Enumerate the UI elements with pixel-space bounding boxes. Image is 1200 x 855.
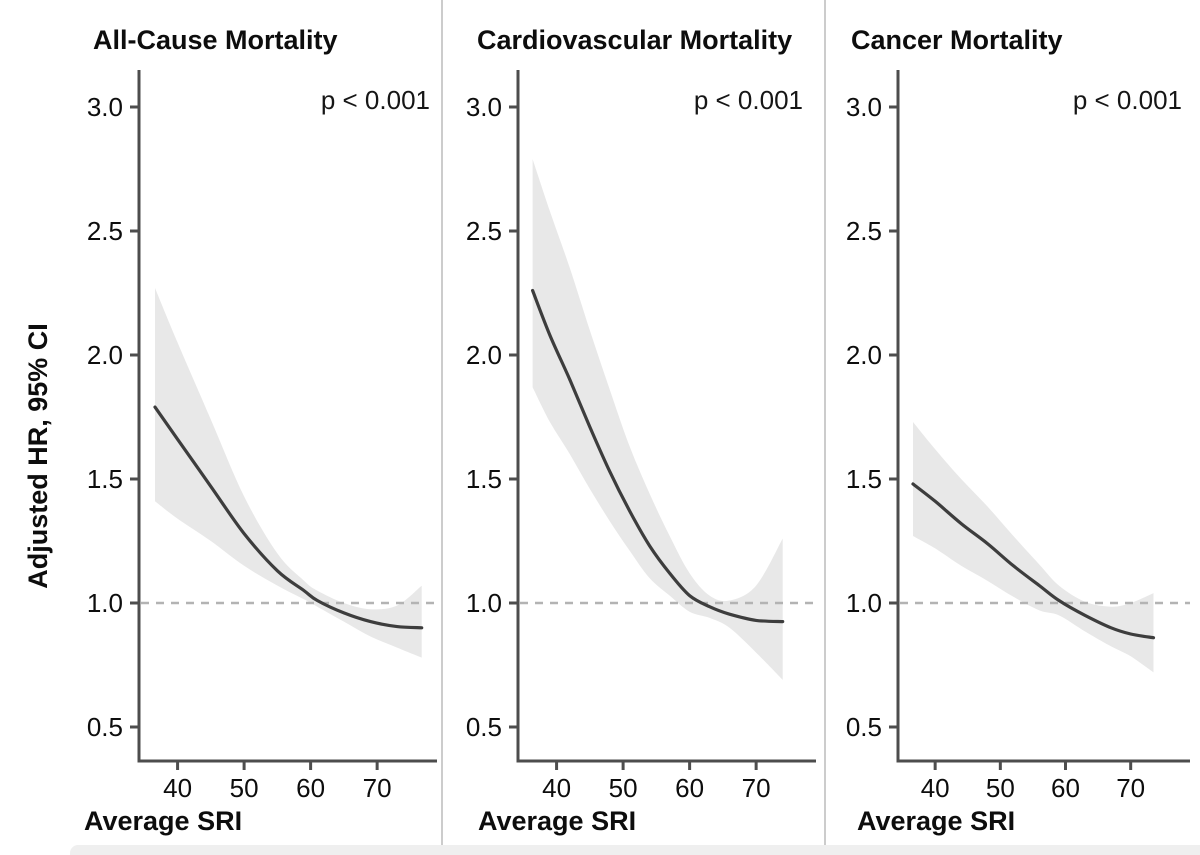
y-tick-label: 2.5 (846, 216, 882, 246)
ci-band (155, 288, 422, 658)
p-value-label: p < 0.001 (320, 85, 430, 115)
y-tick-label: 0.5 (466, 712, 502, 742)
x-axis-label: Average SRI (84, 806, 243, 836)
x-tick-label: 40 (921, 773, 950, 803)
x-axis-label: Average SRI (478, 806, 637, 836)
y-tick-label: 1.0 (87, 588, 123, 618)
y-tick-label: 2.5 (466, 216, 502, 246)
panel-cardiovascular-mortality: 0.5 1.0 1.5 2.0 2.5 3.0 40 50 60 70 Cardiovascula… (442, 0, 825, 855)
x-tick-label: 60 (296, 773, 325, 803)
panel-title: Cardiovascular Mortality (477, 25, 793, 55)
panel-separator (441, 0, 443, 855)
plot-area-cancer: 0.5 1.0 1.5 2.0 2.5 3.0 40 50 60 70 (846, 70, 1190, 803)
ci-band (532, 159, 783, 680)
panel-cancer-mortality: 0.5 1.0 1.5 2.0 2.5 3.0 40 50 60 70 Cancer Mortal… (825, 0, 1200, 855)
x-tick-label: 70 (363, 773, 392, 803)
y-tick-label: 0.5 (846, 712, 882, 742)
plot-area-all-cause: 0.5 1.0 1.5 2.0 2.5 3.0 40 50 60 70 (87, 70, 437, 803)
x-tick-label: 50 (986, 773, 1015, 803)
x-tick-label: 50 (609, 773, 638, 803)
hr-curve (531, 288, 785, 624)
p-value-label: p < 0.001 (693, 85, 803, 115)
plot-area-cardiovascular: 0.5 1.0 1.5 2.0 2.5 3.0 40 50 60 70 (466, 70, 816, 803)
x-tick-label: 70 (1116, 773, 1145, 803)
y-tick-label: 2.0 (87, 340, 123, 370)
panel-separator (824, 0, 826, 855)
x-tick-label: 50 (230, 773, 259, 803)
y-tick-label: 3.0 (466, 92, 502, 122)
y-tick-label: 3.0 (87, 92, 123, 122)
y-tick-label: 2.0 (466, 340, 502, 370)
panel-title: All-Cause Mortality (93, 25, 338, 55)
y-tick-label: 2.5 (87, 216, 123, 246)
y-tick-label: 1.0 (466, 588, 502, 618)
x-tick-label: 40 (163, 773, 192, 803)
y-tick-label: 1.5 (87, 464, 123, 494)
y-tick-label: 1.0 (846, 588, 882, 618)
x-axis-label: Average SRI (857, 806, 1016, 836)
hr-curve (153, 405, 424, 630)
panel-title: Cancer Mortality (851, 25, 1063, 55)
y-tick-label: 3.0 (846, 92, 882, 122)
bottom-window-strip (70, 845, 1200, 855)
x-tick-label: 60 (1051, 773, 1080, 803)
y-tick-label: 1.5 (466, 464, 502, 494)
panel-all-cause-mortality: 0.5 1.0 1.5 2.0 2.5 3.0 40 50 60 70 All-Cause Mor… (0, 0, 442, 855)
x-tick-label: 60 (675, 773, 704, 803)
hr-curve (911, 482, 1156, 640)
y-tick-label: 2.0 (846, 340, 882, 370)
x-tick-label: 70 (742, 773, 771, 803)
p-value-label: p < 0.001 (1072, 85, 1182, 115)
ci-band (913, 422, 1154, 673)
y-tick-label: 1.5 (846, 464, 882, 494)
y-tick-label: 0.5 (87, 712, 123, 742)
x-tick-label: 40 (542, 773, 571, 803)
